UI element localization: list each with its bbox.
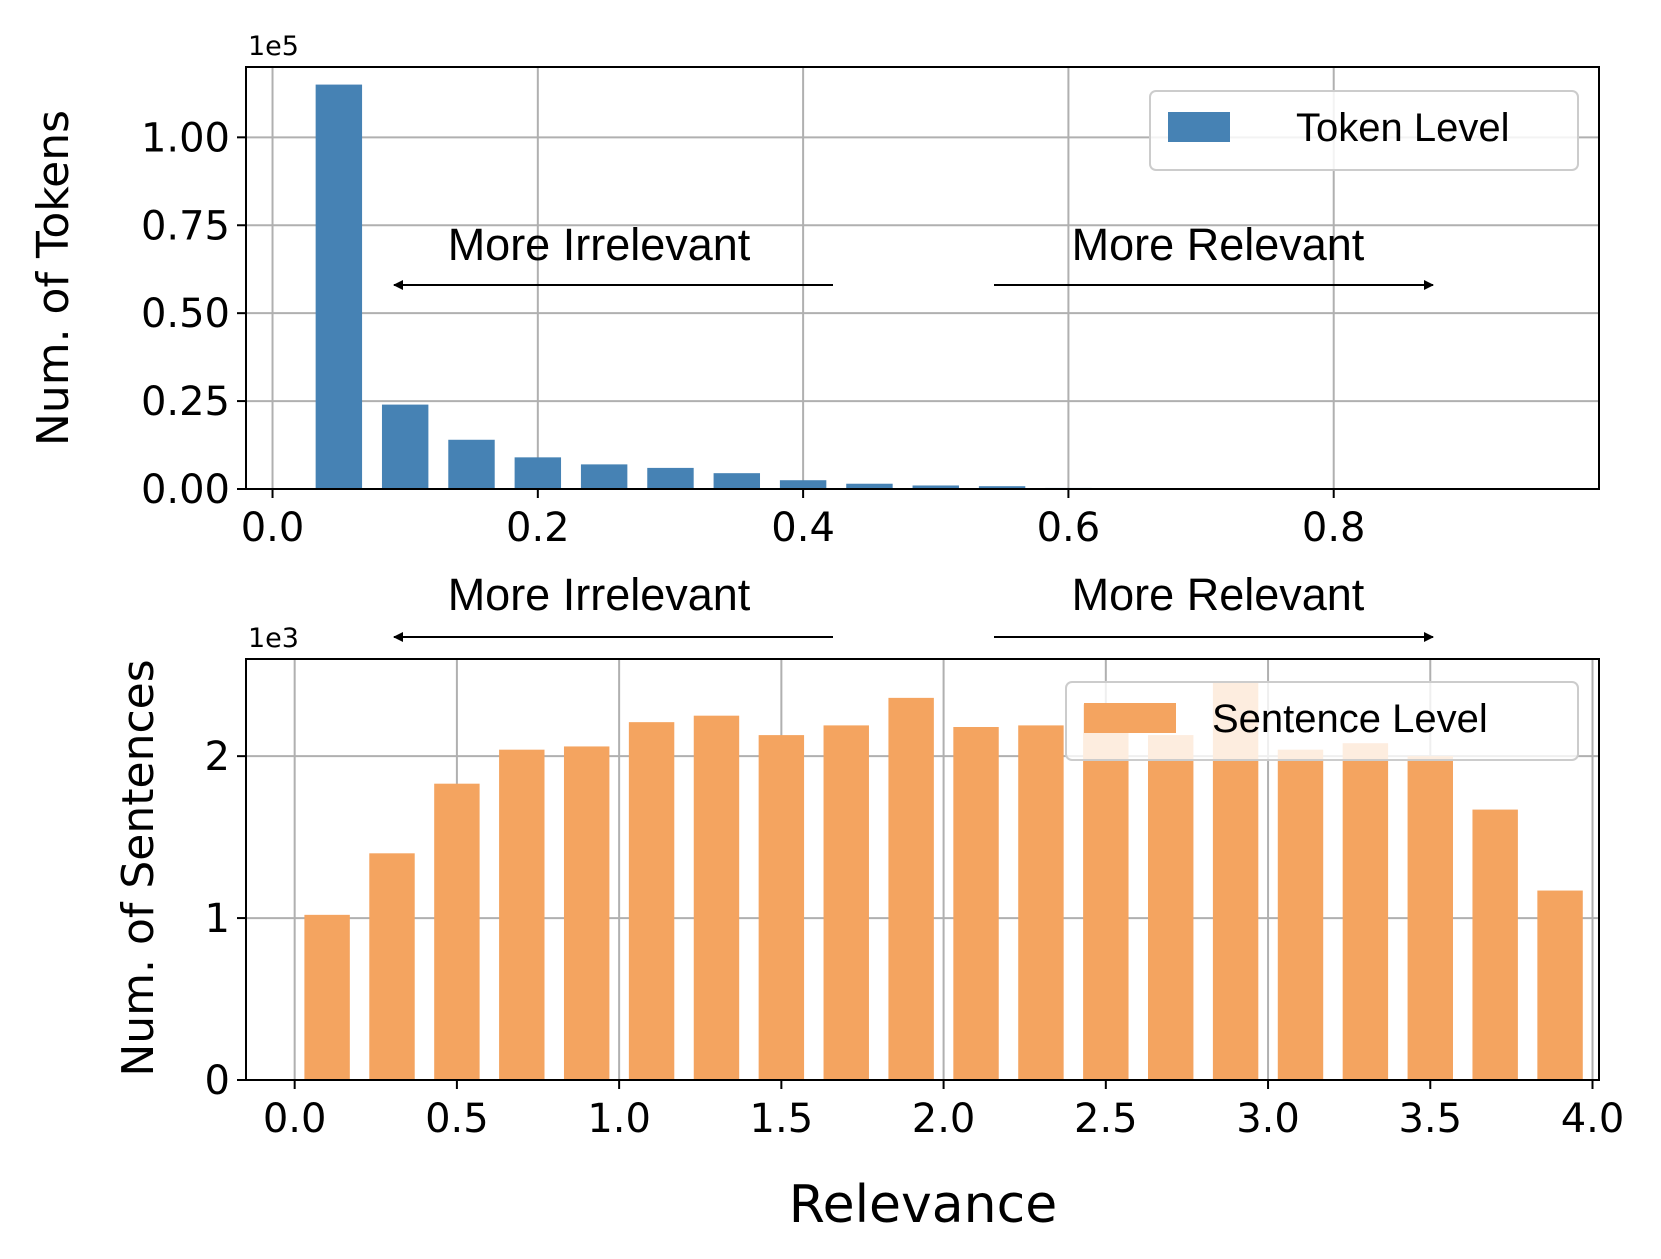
bot-bar bbox=[628, 722, 675, 1080]
bottom-y-ticks: 0 1 2 bbox=[205, 734, 246, 1104]
bot-bar bbox=[1018, 725, 1064, 1080]
top-xtick-label: 0.2 bbox=[506, 505, 570, 551]
bot-bar bbox=[693, 715, 740, 1080]
bot-bar bbox=[1083, 704, 1129, 1080]
top-xtick-label: 0.6 bbox=[1037, 505, 1101, 551]
bot-xtick-label: 1.0 bbox=[587, 1096, 651, 1142]
bot-xtick-label: 0.5 bbox=[425, 1096, 489, 1142]
top-y-ticks: 0.00 0.25 0.50 0.75 1.00 bbox=[141, 115, 246, 513]
bot-bar bbox=[823, 725, 869, 1080]
top-xtick-label: 0.8 bbox=[1302, 505, 1366, 551]
top-legend-swatch bbox=[1168, 112, 1230, 142]
token-level-chart: 0.0 0.2 0.4 0.6 0.8 0.00 0.25 0.50 0.75 1.00 1e5… bbox=[28, 31, 1600, 551]
bottom-legend-box bbox=[1065, 681, 1579, 761]
top-bar bbox=[580, 464, 628, 489]
bot-xtick-label: 0.0 bbox=[263, 1096, 327, 1142]
top-y-axis-label: Num. of Tokens bbox=[28, 110, 79, 446]
top-bar bbox=[912, 485, 959, 489]
top-x-ticks: 0.0 0.2 0.4 0.6 0.8 bbox=[241, 489, 1366, 551]
bot-ytick-label: 1 bbox=[205, 896, 230, 942]
top-bar bbox=[713, 473, 761, 489]
bot-bar bbox=[1537, 890, 1583, 1080]
top-bar bbox=[514, 457, 562, 489]
bottom-legend: Sentence Level bbox=[1065, 681, 1579, 761]
top-bar bbox=[448, 439, 495, 489]
top-axes-frame bbox=[245, 66, 1600, 490]
bot-bar bbox=[758, 735, 805, 1080]
bot-xtick-label: 4.0 bbox=[1561, 1096, 1625, 1142]
top-annotation-irrelevant: More Irrelevant bbox=[448, 219, 751, 270]
top-bar bbox=[978, 486, 1026, 489]
bot-bar bbox=[953, 727, 999, 1080]
bot-xtick-label: 2.0 bbox=[912, 1096, 976, 1142]
bottom-axes-frame bbox=[245, 658, 1600, 1081]
bot-bar bbox=[499, 749, 545, 1080]
top-ytick-label: 0.00 bbox=[141, 467, 230, 513]
top-legend: Token Level bbox=[1149, 90, 1579, 171]
bottom-x-ticks: 0.0 0.5 1.0 1.5 2.0 2.5 3.0 3.5 4.0 bbox=[263, 1080, 1624, 1142]
bot-xtick-label: 1.5 bbox=[750, 1096, 814, 1142]
bot-bar bbox=[563, 746, 610, 1080]
top-ytick-label: 1.00 bbox=[141, 115, 230, 161]
top-bar bbox=[315, 84, 363, 489]
bottom-legend-label: Sentence Level bbox=[1212, 697, 1488, 741]
bot-bar bbox=[1407, 756, 1453, 1080]
bot-bar bbox=[304, 914, 350, 1080]
top-legend-box bbox=[1149, 90, 1579, 171]
bot-bar bbox=[1472, 809, 1518, 1080]
top-ytick-label: 0.50 bbox=[141, 291, 230, 337]
top-bar bbox=[779, 480, 827, 489]
sentence-level-chart: Sentence Level 0.0 0.5 1.0 1.5 2.0 2.5 3.0 3.5 4… bbox=[113, 569, 1624, 1235]
top-bar bbox=[647, 467, 694, 489]
top-bar bbox=[846, 483, 893, 489]
top-ytick-label: 0.75 bbox=[141, 203, 230, 249]
bot-xtick-label: 2.5 bbox=[1074, 1096, 1138, 1142]
bot-bar bbox=[434, 783, 480, 1080]
bottom-y-axis-label: Num. of Sentences bbox=[113, 659, 164, 1076]
top-xtick-label: 0.0 bbox=[241, 505, 305, 551]
top-offset-text: 1e5 bbox=[248, 31, 299, 62]
top-annotation-relevant: More Relevant bbox=[1072, 219, 1365, 270]
bot-ytick-label: 0 bbox=[205, 1058, 230, 1104]
bot-bar bbox=[1277, 749, 1324, 1080]
bot-xtick-label: 3.5 bbox=[1398, 1096, 1462, 1142]
bot-bar bbox=[1148, 735, 1194, 1080]
bot-bar bbox=[1342, 743, 1389, 1080]
bot-bar bbox=[369, 853, 415, 1080]
top-bar bbox=[381, 404, 429, 489]
bot-bar bbox=[888, 697, 934, 1080]
top-legend-label: Token Level bbox=[1296, 106, 1509, 150]
bottom-offset-text: 1e3 bbox=[248, 623, 299, 654]
top-bars bbox=[315, 84, 1092, 489]
bottom-legend-swatch bbox=[1084, 703, 1176, 733]
bottom-annotation-relevant: More Relevant bbox=[1072, 569, 1365, 620]
bot-ytick-label: 2 bbox=[205, 734, 230, 780]
top-xtick-label: 0.4 bbox=[771, 505, 835, 551]
bottom-bars bbox=[304, 681, 1583, 1080]
bottom-annotation-irrelevant: More Irrelevant bbox=[448, 569, 751, 620]
bot-xtick-label: 3.0 bbox=[1236, 1096, 1300, 1142]
bottom-x-axis-label: Relevance bbox=[789, 1175, 1057, 1235]
top-ytick-label: 0.25 bbox=[141, 379, 230, 425]
